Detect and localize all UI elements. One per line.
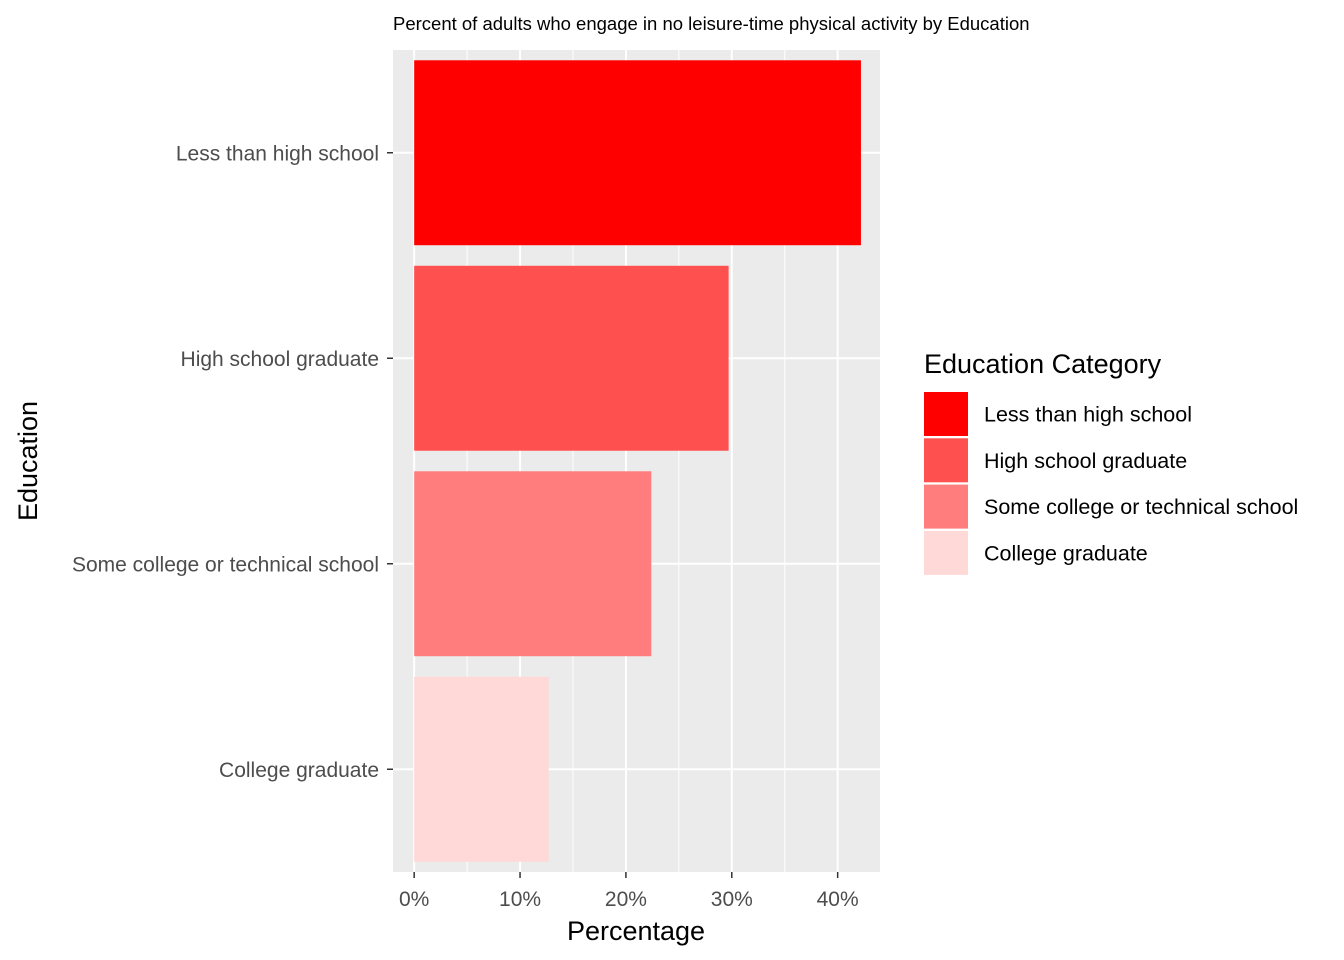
bar: [414, 60, 861, 246]
x-tick-label: 0%: [399, 888, 429, 911]
legend-items: Less than high school High school graduat…: [924, 392, 1298, 575]
y-tick-label: Less than high school: [176, 142, 379, 165]
x-tick-label: 30%: [711, 888, 753, 911]
legend-label: College graduate: [984, 541, 1148, 565]
y-axis-title: Education: [13, 401, 43, 521]
legend-key: [924, 530, 968, 575]
legend-key: [924, 438, 968, 483]
legend: Education Category Less than high school…: [924, 349, 1298, 575]
y-tick-label: High school graduate: [181, 348, 379, 371]
legend-title: Education Category: [924, 349, 1162, 379]
legend-key: [924, 392, 968, 436]
legend-label: Some college or technical school: [984, 495, 1298, 519]
y-axis: Less than high school High school graduat…: [72, 142, 393, 782]
bars: [414, 60, 861, 862]
bar: [414, 471, 652, 657]
x-tick-label: 10%: [499, 888, 541, 911]
legend-label: High school graduate: [984, 449, 1187, 473]
x-tick-label: 20%: [605, 888, 647, 911]
x-axis: 0% 10% 20% 30% 40%: [399, 872, 859, 911]
y-tick-label: College graduate: [219, 759, 379, 782]
bar: [414, 265, 729, 451]
chart-title: Percent of adults who engage in no leisu…: [393, 13, 1030, 34]
legend-key: [924, 484, 968, 529]
bar: [414, 676, 549, 862]
y-tick-label: Some college or technical school: [72, 553, 379, 576]
x-axis-title: Percentage: [567, 916, 705, 946]
x-tick-label: 40%: [817, 888, 859, 911]
legend-label: Less than high school: [984, 403, 1192, 427]
